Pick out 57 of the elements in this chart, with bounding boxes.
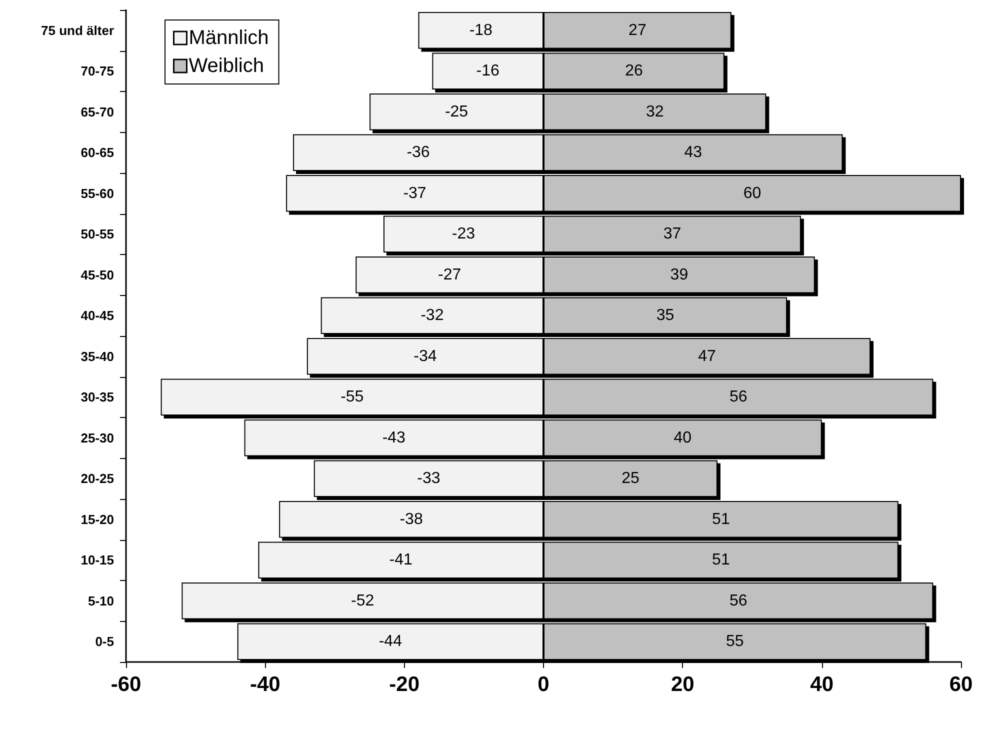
y-tick-label: 30-35 — [80, 390, 114, 405]
x-tick-label: 20 — [670, 673, 694, 696]
y-tick-label: 15-20 — [80, 512, 114, 527]
data-label: 25 — [622, 470, 640, 488]
data-label: -52 — [351, 592, 374, 610]
data-label: -27 — [438, 266, 462, 284]
data-label: -34 — [414, 348, 437, 365]
x-tick-label: -40 — [250, 673, 280, 696]
y-tick-label: 50-55 — [80, 226, 114, 242]
data-label: -23 — [452, 226, 476, 243]
data-label: 60 — [743, 184, 762, 202]
x-tick-label: -20 — [389, 673, 420, 696]
data-label: 40 — [674, 429, 692, 446]
x-tick-label: -60 — [110, 673, 142, 696]
y-tick-label: 60-65 — [80, 145, 114, 160]
y-tick-label: 5-10 — [88, 593, 114, 608]
legend-label: Männlich — [188, 27, 269, 49]
data-label: -41 — [389, 552, 413, 569]
y-tick-label: 55-60 — [80, 186, 114, 201]
y-tick-label: 10-15 — [80, 552, 114, 568]
y-tick-label: 65-70 — [80, 104, 114, 120]
y-tick-label: 45-50 — [80, 267, 114, 282]
legend-label: Weiblich — [188, 55, 264, 77]
y-tick-label: 75 und älter — [41, 22, 114, 38]
data-label: 56 — [729, 388, 748, 406]
y-tick-label: 40-45 — [80, 308, 114, 324]
data-label: -37 — [403, 184, 426, 202]
data-label: 39 — [670, 266, 688, 284]
y-tick-label: 35-40 — [80, 348, 114, 364]
data-label: 32 — [646, 103, 664, 120]
data-label: 37 — [663, 226, 682, 243]
data-label: 47 — [698, 348, 716, 365]
data-label: -32 — [420, 307, 444, 324]
data-label: 51 — [712, 510, 730, 528]
data-label: 26 — [625, 62, 643, 80]
data-label: -55 — [340, 388, 364, 406]
y-tick-label: 25-30 — [80, 430, 114, 446]
data-label: 51 — [712, 552, 730, 569]
y-tick-label: 0-5 — [95, 634, 114, 650]
data-label: -38 — [400, 510, 423, 528]
data-label: -33 — [417, 470, 440, 488]
y-tick-label: 20-25 — [80, 471, 114, 486]
data-label: -16 — [476, 62, 500, 80]
x-tick-label: 0 — [538, 673, 550, 696]
data-label: 27 — [628, 22, 646, 39]
x-tick-label: 40 — [810, 673, 834, 696]
data-label: 35 — [656, 307, 674, 324]
data-label: 56 — [729, 592, 748, 610]
data-label: -43 — [382, 429, 406, 446]
data-label: -44 — [378, 633, 402, 650]
data-label: -25 — [444, 103, 468, 120]
data-label: 55 — [726, 633, 744, 650]
data-label: -18 — [469, 22, 493, 39]
data-label: 43 — [684, 144, 702, 162]
data-label: -36 — [406, 144, 430, 162]
x-tick-label: 60 — [949, 673, 973, 696]
y-tick-label: 70-75 — [80, 64, 114, 79]
